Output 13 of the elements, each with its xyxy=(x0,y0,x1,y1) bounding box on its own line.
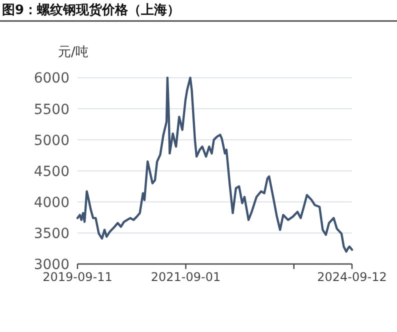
y-tick-label: 5000 xyxy=(34,132,70,149)
y-tick-label: 5500 xyxy=(34,102,70,118)
y-tick-label: 3000 xyxy=(34,257,70,273)
x-tick-label: 2019-09-11 xyxy=(42,270,112,284)
line-series xyxy=(76,76,354,253)
x-tick-label: 2024-09-12 xyxy=(317,270,387,284)
y-tick-label: 4000 xyxy=(34,194,70,211)
chart-title: 图9：螺纹钢现货价格（上海） xyxy=(2,2,180,18)
y-tick-label: 3500 xyxy=(34,226,70,242)
x-tick-label: 2021-09-01 xyxy=(150,270,221,284)
y-tick-label: 4500 xyxy=(34,164,70,180)
y-tick-label: 6000 xyxy=(34,70,70,87)
y-axis-title: 元/吨 xyxy=(58,45,88,60)
